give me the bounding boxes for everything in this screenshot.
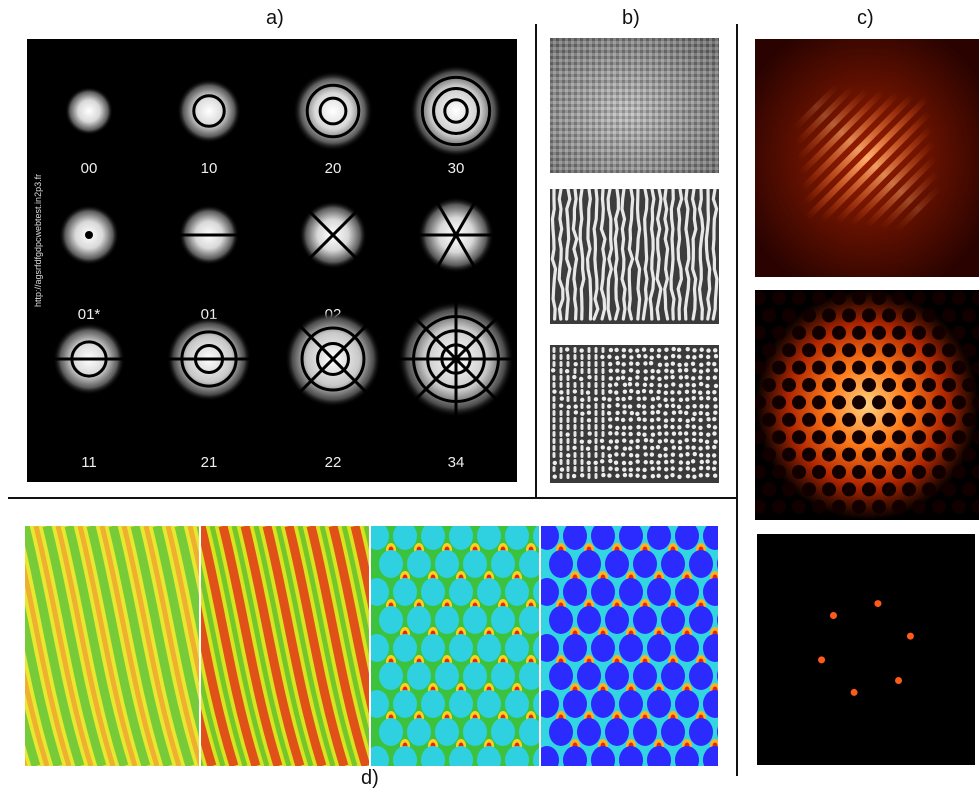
c-holes <box>755 291 979 514</box>
mode-pattern-01*: 01* <box>59 205 119 323</box>
panel-c-top-image <box>755 39 979 277</box>
panel-c-middle-image <box>755 290 979 520</box>
mode-pattern-11: 11 <box>53 323 125 471</box>
panel-label-a: a) <box>266 7 284 29</box>
divider-vertical-c <box>736 24 738 776</box>
mode-pattern-01: 01 <box>179 205 239 323</box>
mode-label: 20 <box>325 160 342 177</box>
panel-d-image-2 <box>201 526 369 766</box>
mode-pattern-20: 20 <box>293 71 373 177</box>
mode-pattern-10: 10 <box>177 79 241 177</box>
panel-b-top-svg <box>550 38 719 173</box>
d1-stripes <box>25 526 199 766</box>
panel-c-top-svg <box>755 39 979 277</box>
panel-d-image-1-svg <box>25 526 199 766</box>
mode-label: 11 <box>81 454 97 471</box>
panel-c-bottom-image <box>757 534 975 765</box>
panel-d-image-3-svg <box>371 526 539 766</box>
panel-d-image-1 <box>25 526 199 766</box>
b-dots <box>550 346 719 480</box>
watermark-text: http://agsrfdfgdpcwebtest.in2p3.fr <box>33 174 43 307</box>
panel-b-top-image <box>550 38 719 173</box>
panel-label-b: b) <box>622 7 640 29</box>
mode-pattern-22: 22 <box>285 311 381 471</box>
d4-cells <box>541 526 718 766</box>
panel-b-middle-svg <box>550 189 719 321</box>
mode-pattern-34: 34 <box>398 301 514 471</box>
mode-label: 34 <box>448 454 465 471</box>
c-streaks <box>793 84 941 232</box>
mode-label: 00 <box>81 160 98 177</box>
mode-pattern-00: 00 <box>65 87 113 177</box>
panel-label-d: d) <box>361 767 379 789</box>
b-stripes <box>550 189 719 321</box>
mode-pattern-02: 02 <box>299 201 367 323</box>
divider-horizontal <box>8 497 737 499</box>
mode-label: 21 <box>201 454 218 471</box>
d2-stripes <box>201 526 369 766</box>
panel-d-image-4-svg <box>541 526 718 766</box>
mode-pattern-21: 21 <box>167 317 251 471</box>
panel-b-bottom-svg <box>550 346 719 480</box>
panel-b-bottom-image <box>550 345 719 483</box>
d3-cells <box>371 526 539 766</box>
mode-label: 22 <box>325 454 342 471</box>
panel-label-c: c) <box>857 7 874 29</box>
divider-vertical-ab <box>535 24 537 498</box>
mode-label: 10 <box>201 160 218 177</box>
panel-d-image-2-svg <box>201 526 369 766</box>
mode-label: 30 <box>448 160 465 177</box>
panel-d-image-3 <box>371 526 539 766</box>
mode-pattern-30: 30 <box>410 65 502 177</box>
panel-c-bottom-svg <box>818 600 914 696</box>
c-spots <box>818 600 914 696</box>
panel-b-middle-image <box>550 189 719 324</box>
panel-c-middle-svg <box>755 290 979 520</box>
panel-d-image-4 <box>541 526 718 766</box>
mode-label: 01* <box>78 306 101 323</box>
